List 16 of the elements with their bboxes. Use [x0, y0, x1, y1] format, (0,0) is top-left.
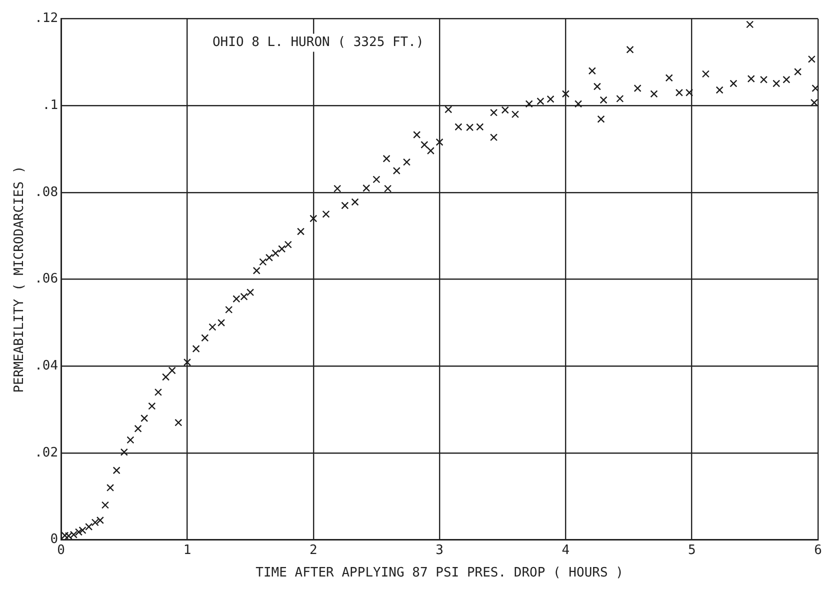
y-tick-label: .04	[34, 358, 58, 374]
y-axis-title: PERMEABILITY ( MICRODARCIES )	[12, 166, 28, 393]
y-tick-label: .1	[42, 98, 58, 114]
x-tick-label: 6	[814, 542, 822, 558]
x-axis-title: TIME AFTER APPLYING 87 PSI PRES. DROP ( HOURS )	[256, 566, 624, 581]
x-tick-label: 2	[309, 542, 318, 558]
x-tick-label: 5	[688, 542, 696, 558]
y-tick-label: .02	[34, 445, 58, 460]
y-tick-label: 0	[50, 532, 58, 548]
y-tick-label: .06	[34, 272, 58, 287]
annotation: OHIO 8 L. HURON ( 3325 FT.)	[212, 35, 424, 50]
y-tick-label: .08	[34, 184, 58, 200]
y-tick-label: .12	[34, 11, 58, 26]
x-tick-label: 4	[562, 542, 570, 558]
x-tick-label: 3	[436, 542, 444, 558]
x-tick-label: 1	[183, 542, 192, 558]
